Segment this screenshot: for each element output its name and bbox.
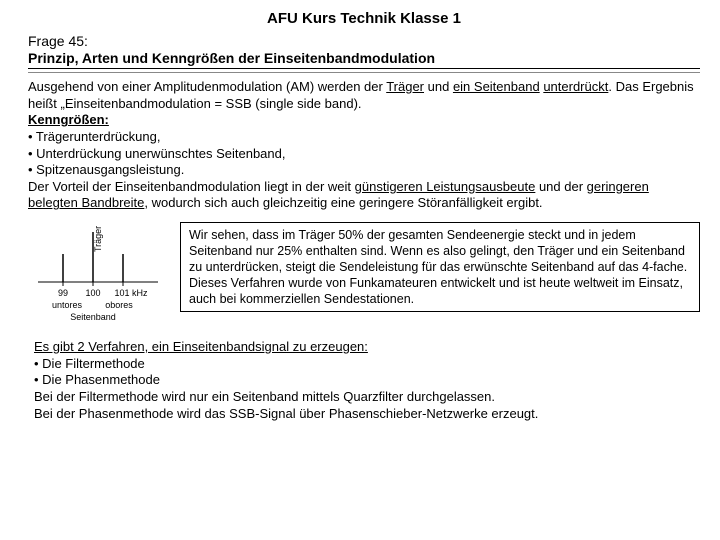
svg-text:obores: obores xyxy=(105,300,133,310)
methods-heading: Es gibt 2 Verfahren, ein Einseitenbandsi… xyxy=(34,339,368,354)
intro-paragraph: Ausgehend von einer Amplitudenmodulation… xyxy=(28,79,700,212)
text-underline: günstigeren Leistungsausbeute xyxy=(355,179,536,194)
svg-text:101 kHz: 101 kHz xyxy=(114,288,148,298)
text-underline: Träger xyxy=(386,79,424,94)
text: Bei der Filtermethode wird nur ein Seite… xyxy=(34,389,495,404)
text: und der xyxy=(535,179,586,194)
page-title: AFU Kurs Technik Klasse 1 xyxy=(28,10,700,27)
bullet-item: • Die Filtermethode xyxy=(34,356,145,371)
text: Ausgehend von einer Amplitudenmodulation… xyxy=(28,79,386,94)
svg-text:100: 100 xyxy=(85,288,100,298)
bullet-item: • Unterdrückung unerwünschtes Seitenband… xyxy=(28,146,286,161)
bullet-item: • Trägerunterdrückung, xyxy=(28,129,160,144)
question-number: Frage 45: xyxy=(28,33,700,49)
text: Der Vorteil der Einseitenbandmodulation … xyxy=(28,179,355,194)
text: Bei der Phasenmethode wird das SSB-Signa… xyxy=(34,406,538,421)
spectrum-diagram: 99 100 101 kHz untores obores Seitenband Träge… xyxy=(28,222,168,327)
divider xyxy=(28,72,700,73)
bullet-item: • Spitzenausgangsleistung. xyxy=(28,162,184,177)
methods-block: Es gibt 2 Verfahren, ein Einseitenbandsi… xyxy=(34,339,700,422)
svg-text:Träger: Träger xyxy=(93,226,103,252)
info-box: Wir sehen, dass im Träger 50% der gesamt… xyxy=(180,222,700,312)
svg-text:Seitenband: Seitenband xyxy=(70,312,116,322)
text: , wodurch sich auch gleichzeitig eine ge… xyxy=(144,195,542,210)
text-underline: ein Seitenband xyxy=(453,79,540,94)
bullet-item: • Die Phasenmethode xyxy=(34,372,160,387)
text-underline: unterdrückt xyxy=(543,79,608,94)
kenngroessen-label: Kenngrößen: xyxy=(28,112,109,127)
svg-text:untores: untores xyxy=(52,300,83,310)
svg-text:99: 99 xyxy=(58,288,68,298)
text: und xyxy=(424,79,453,94)
question-heading: Prinzip, Arten und Kenngrößen der Einsei… xyxy=(28,50,700,69)
